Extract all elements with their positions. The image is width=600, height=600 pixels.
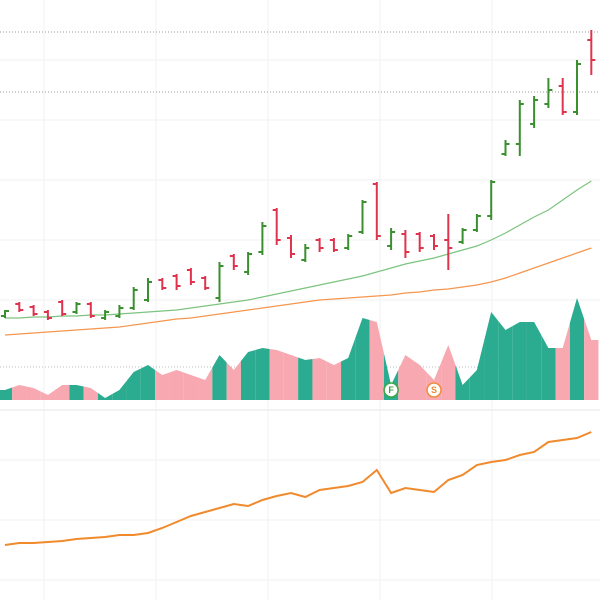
volume-area	[555, 323, 570, 400]
volume-area	[155, 370, 170, 400]
volume-area	[83, 386, 98, 400]
volume-area	[541, 335, 556, 400]
event-marker-label: S	[431, 385, 437, 395]
volume-area	[441, 345, 456, 400]
volume-area	[269, 349, 284, 400]
volume-area	[0, 387, 13, 400]
volume-area	[240, 350, 256, 400]
volume-area	[412, 360, 427, 400]
volume-area	[198, 367, 213, 400]
volume-area	[526, 322, 542, 400]
volume-area	[326, 361, 342, 400]
volume-area	[212, 355, 227, 400]
moving-average	[5, 180, 592, 319]
volume-area	[112, 381, 127, 400]
event-marker	[426, 382, 442, 398]
volume-area	[498, 321, 513, 400]
event-marker	[383, 382, 399, 398]
volume-area	[283, 352, 299, 400]
volume-area	[26, 386, 41, 400]
volume-area	[55, 385, 70, 400]
volume-area	[312, 358, 327, 400]
volume-area	[140, 365, 156, 400]
volume-area	[398, 355, 413, 400]
volume-area	[69, 385, 84, 400]
volume-area	[484, 312, 499, 400]
volume-area	[183, 372, 199, 400]
volume-area	[169, 370, 184, 400]
volume-area	[126, 368, 141, 400]
volume-area	[584, 319, 599, 400]
volume-area	[97, 393, 113, 400]
moving-average	[4, 247, 592, 336]
volume-area	[40, 390, 56, 400]
volume-area	[369, 320, 384, 400]
indicator-line	[4, 431, 592, 546]
volume-area	[512, 322, 527, 400]
volume-area	[355, 318, 370, 400]
volume-area	[469, 341, 485, 400]
volume-area	[341, 338, 356, 400]
volume-area	[226, 361, 241, 400]
volume-area	[455, 365, 470, 400]
event-marker-label: F	[388, 385, 394, 395]
volume-area	[255, 348, 270, 400]
volume-area	[298, 357, 313, 400]
volume-area	[569, 298, 585, 400]
volume-area	[12, 385, 27, 400]
